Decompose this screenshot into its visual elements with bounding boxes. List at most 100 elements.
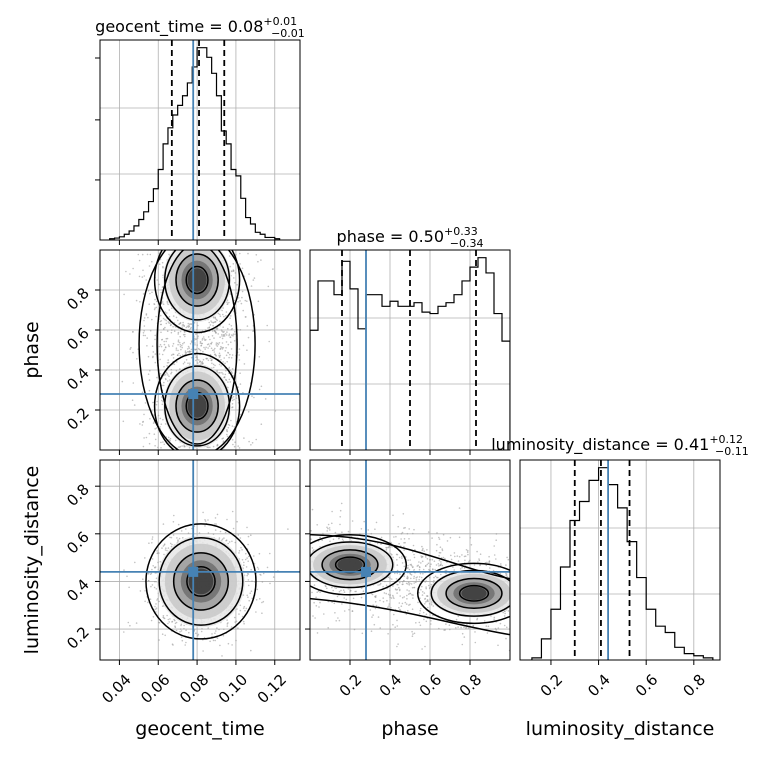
sample-point <box>420 607 422 610</box>
sample-point <box>219 372 221 374</box>
sample-point <box>284 543 286 545</box>
sample-point <box>283 554 285 556</box>
sample-point <box>413 556 416 559</box>
sample-point <box>406 598 408 600</box>
sample-point <box>361 632 364 635</box>
sample-point <box>149 329 152 332</box>
sample-point <box>226 625 229 627</box>
sample-point <box>214 523 216 525</box>
sample-point <box>303 587 305 589</box>
sample-point <box>228 334 230 337</box>
sample-point <box>179 343 182 346</box>
sample-point <box>577 590 579 592</box>
sample-point <box>379 584 381 586</box>
sample-point <box>404 526 406 529</box>
sample-point <box>398 586 400 589</box>
sample-point <box>232 527 235 530</box>
sample-point <box>214 347 216 350</box>
sample-point <box>239 263 241 265</box>
sample-point <box>403 575 406 577</box>
sample-point <box>311 547 314 549</box>
sample-point <box>250 568 252 571</box>
sample-point <box>360 528 363 530</box>
sample-point <box>398 606 400 609</box>
sample-point <box>547 598 549 600</box>
sample-point <box>569 604 571 606</box>
sample-point <box>239 300 241 302</box>
sample-point <box>247 596 249 598</box>
sample-point <box>520 574 522 576</box>
sample-point <box>188 347 190 349</box>
x-tick-label: 0.06 <box>137 671 173 707</box>
sample-point <box>230 357 233 359</box>
sample-point <box>160 423 163 426</box>
sample-point <box>225 341 228 343</box>
contour-line <box>158 536 244 626</box>
sample-point <box>152 351 155 353</box>
sample-point <box>411 586 414 589</box>
sample-point <box>298 586 300 588</box>
x-tick-label: 0.4 <box>376 671 406 701</box>
sample-point <box>216 627 218 629</box>
sample-point <box>489 567 491 569</box>
sample-point <box>184 333 186 336</box>
sample-point <box>243 552 245 554</box>
sample-point <box>244 565 246 567</box>
sample-point <box>138 259 141 262</box>
sample-point <box>249 592 251 594</box>
sample-point <box>558 572 560 574</box>
sample-point <box>173 330 176 333</box>
sample-point <box>225 334 228 336</box>
sample-point <box>219 354 222 357</box>
sample-point <box>195 349 197 351</box>
sample-point <box>270 609 272 611</box>
sample-point <box>430 623 432 625</box>
sample-point <box>147 373 150 376</box>
sample-point <box>338 590 341 593</box>
sample-point <box>197 335 199 338</box>
sample-point <box>409 559 412 561</box>
sample-point <box>292 592 294 594</box>
sample-point <box>175 621 178 624</box>
sample-point <box>151 260 153 263</box>
sample-point <box>363 520 366 523</box>
sample-point <box>162 418 164 421</box>
sample-point <box>215 630 217 632</box>
sample-point <box>196 344 198 346</box>
sample-point <box>180 530 183 532</box>
y-tick-label: 0.2 <box>63 404 93 434</box>
sample-point <box>204 519 206 521</box>
sample-point <box>246 574 248 577</box>
sample-point <box>162 615 165 617</box>
sample-point <box>180 623 183 626</box>
sample-point <box>158 353 161 355</box>
density-layer <box>123 510 289 657</box>
sample-point <box>227 423 230 426</box>
contour-line <box>153 250 241 334</box>
sample-point <box>156 552 159 555</box>
sample-point <box>218 354 220 357</box>
sample-point <box>180 624 182 627</box>
sample-point <box>193 322 196 324</box>
sample-point <box>301 580 303 582</box>
sample-point <box>179 345 182 348</box>
sample-point <box>232 443 234 446</box>
sample-point <box>162 303 165 306</box>
sample-point <box>537 608 539 610</box>
sample-point <box>162 441 164 443</box>
sample-point <box>554 604 556 606</box>
sample-point <box>301 576 303 578</box>
sample-point <box>253 277 256 279</box>
sample-point <box>516 586 518 588</box>
sample-point <box>515 574 517 576</box>
sample-point <box>155 588 158 590</box>
sample-point <box>212 533 215 535</box>
sample-point <box>247 584 250 587</box>
sample-point <box>425 613 428 616</box>
sample-point <box>424 603 426 605</box>
sample-point <box>455 618 458 621</box>
sample-point <box>407 581 410 584</box>
sample-point <box>149 583 151 585</box>
sample-point <box>395 535 397 538</box>
